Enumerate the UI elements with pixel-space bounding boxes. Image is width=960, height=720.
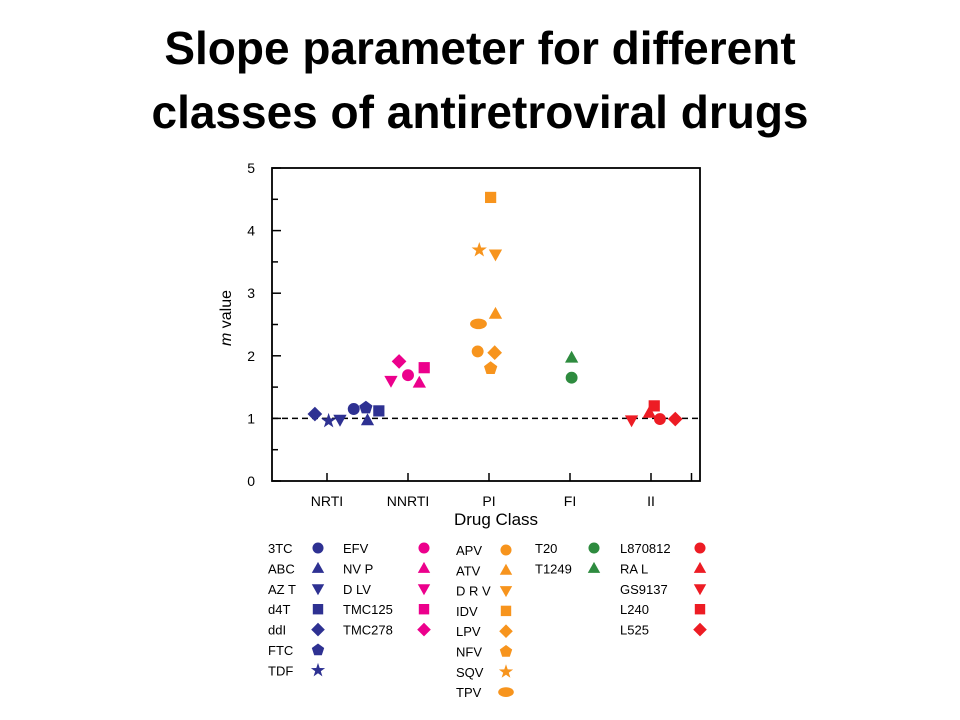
title-line-1: Slope parameter for different [164, 22, 796, 74]
legend-marker-tdf [310, 662, 326, 677]
point-azt [333, 414, 347, 427]
legend-marker-d4t [312, 604, 324, 615]
point-tpv [470, 318, 487, 330]
legend-marker-3tc [312, 542, 324, 554]
legend-label-apv: APV [456, 543, 482, 558]
legend-label-l525: L525 [620, 623, 649, 638]
legend-marker-dlv [417, 584, 431, 596]
point-gs9137 [624, 415, 639, 428]
legend-label-ral: RA L [620, 561, 648, 576]
legend-marker-ftc [311, 643, 325, 656]
legend-marker-nfv [499, 645, 513, 657]
point-nfv [484, 361, 498, 374]
title-line-2: classes of antiretroviral drugs [151, 86, 809, 138]
x-tick-label-ii: II [647, 493, 655, 509]
legend-marker-tpv [498, 687, 514, 697]
y-tick-label: 5 [247, 160, 255, 176]
point-ddi [307, 406, 323, 422]
y-tick-label: 0 [247, 473, 255, 489]
point-d4t [373, 405, 385, 417]
legend-label-l240: L240 [620, 602, 649, 617]
y-tick-label: 1 [247, 410, 255, 426]
point-efv [402, 369, 414, 382]
point-atv [488, 306, 503, 319]
legend-label-l870812: L870812 [620, 541, 671, 556]
point-3tc [347, 403, 360, 415]
legend-marker-tmc278 [417, 622, 431, 637]
legend-label-t20: T20 [535, 541, 557, 556]
point-drv [488, 249, 503, 262]
point-idv [485, 191, 497, 204]
legend-label-tmc278: TMC278 [343, 623, 393, 638]
y-tick-label: 2 [247, 348, 255, 364]
legend-marker-efv [418, 542, 430, 554]
point-l525 [667, 411, 683, 427]
legend-label-idv: IDV [456, 604, 478, 619]
legend-marker-l240 [694, 604, 706, 615]
legend-label-tpv: TPV [456, 685, 482, 700]
legend-label-nvp: NV P [343, 561, 373, 576]
y-tick-label: 4 [247, 223, 255, 239]
point-dlv [384, 375, 398, 388]
point-tmc125 [418, 362, 430, 374]
legend-marker-atv [499, 563, 513, 575]
point-ral [642, 405, 656, 418]
point-tdf [321, 412, 337, 428]
legend-marker-l525 [693, 622, 707, 637]
legend-label-gs9137: GS9137 [620, 582, 668, 597]
legend-marker-apv [500, 544, 512, 556]
x-axis-label: Drug Class [454, 510, 538, 529]
legend-marker-gs9137 [693, 584, 707, 596]
y-axis-label: m value [218, 290, 235, 346]
point-tmc278 [391, 354, 407, 369]
legend-label-nfv: NFV [456, 645, 482, 660]
legend-marker-drv [499, 586, 513, 598]
legend-label-ddi: ddI [268, 623, 286, 638]
x-tick-label-fi: FI [564, 493, 576, 509]
point-sqv [471, 242, 487, 257]
x-tick-label-nnrti: NNRTI [387, 493, 430, 509]
legend-marker-t1249 [587, 561, 601, 573]
point-nvp [412, 375, 426, 388]
legend-marker-abc [311, 561, 325, 573]
point-t1249 [565, 350, 579, 363]
legend-label-dlv: D LV [343, 582, 371, 597]
legend-label-3tc: 3TC [268, 541, 293, 556]
point-t20 [565, 371, 578, 384]
legend-marker-azt [311, 584, 325, 596]
legend-label-t1249: T1249 [535, 561, 572, 576]
legend-marker-idv [500, 605, 512, 617]
legend-label-d4t: d4T [268, 602, 290, 617]
legend-marker-t20 [588, 542, 600, 554]
legend-marker-lpv [499, 624, 513, 638]
legend-label-atv: ATV [456, 563, 481, 578]
x-tick-label-pi: PI [482, 493, 495, 509]
legend-label-drv: D R V [456, 584, 491, 599]
legend-label-abc: ABC [268, 561, 295, 576]
legend-label-tmc125: TMC125 [343, 602, 393, 617]
legend-label-lpv: LPV [456, 624, 481, 639]
legend-label-azt: AZ T [268, 582, 296, 597]
legend-marker-ddi [311, 622, 325, 637]
y-axis-label-italic: m [218, 333, 235, 346]
legend-label-tdf: TDF [268, 663, 293, 678]
x-tick-label-nrti: NRTI [311, 493, 343, 509]
y-tick-label: 3 [247, 285, 255, 301]
legend-label-ftc: FTC [268, 643, 293, 658]
legend-marker-tmc125 [418, 604, 430, 615]
point-l240 [648, 400, 660, 412]
legend-marker-nvp [417, 561, 431, 573]
point-l870812 [653, 413, 666, 425]
y-axis-label-rest: value [218, 290, 235, 333]
legend-marker-sqv [498, 664, 514, 678]
point-lpv [487, 345, 502, 360]
legend-label-efv: EFV [343, 541, 369, 556]
legend-marker-l870812 [694, 542, 706, 554]
point-ftc [359, 400, 373, 414]
legend-marker-ral [693, 561, 707, 573]
point-abc [360, 413, 375, 426]
point-apv [471, 345, 484, 358]
legend-label-sqv: SQV [456, 665, 484, 680]
